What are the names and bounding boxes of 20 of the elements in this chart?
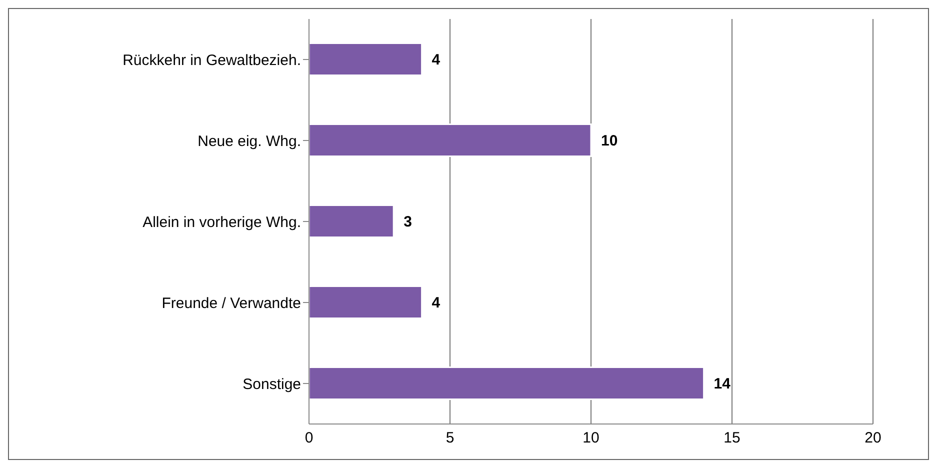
y-tick-label: Sonstige [242, 376, 301, 393]
bar [309, 286, 423, 320]
x-tick-label: 15 [724, 430, 740, 447]
bar [309, 124, 592, 158]
bar [309, 204, 394, 238]
data-label: 4 [432, 52, 441, 69]
y-tick-label: Rückkehr in Gewaltbezieh. [122, 52, 301, 69]
y-tick-label: Allein in vorherige Whg. [142, 214, 301, 231]
bar [309, 42, 423, 76]
data-label: 10 [601, 132, 618, 150]
x-tick-label: 20 [864, 430, 882, 447]
bar [309, 366, 705, 400]
data-label: 3 [404, 214, 412, 231]
data-label: 4 [432, 294, 441, 312]
y-tick-label: Neue eig. Whg. [198, 132, 301, 150]
y-tick-label: Freunde / Verwandte [162, 294, 301, 312]
x-tick-label: 0 [304, 430, 314, 447]
x-tick-label: 5 [446, 430, 454, 447]
x-tick-label: 10 [582, 430, 600, 447]
data-label: 14 [714, 376, 732, 393]
